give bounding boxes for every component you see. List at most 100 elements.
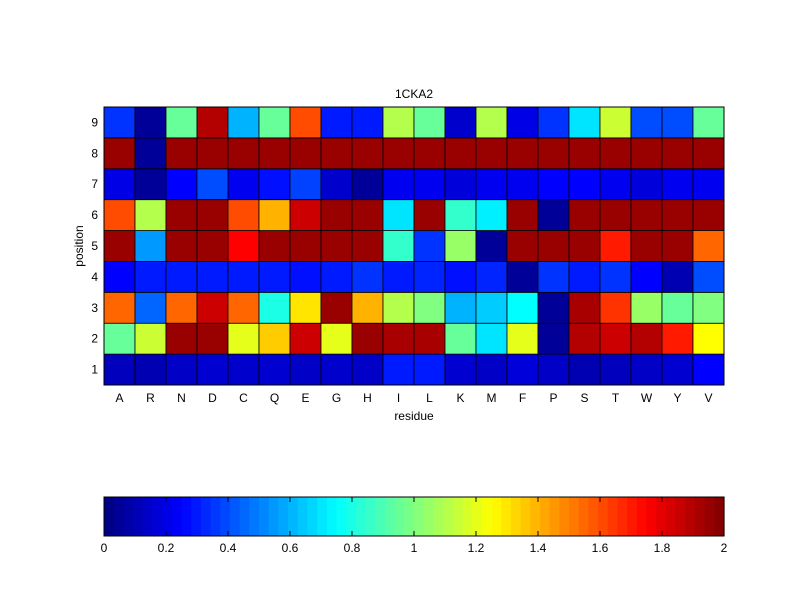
heatmap-cell [165, 322, 198, 355]
colorbar-segment [636, 497, 648, 536]
heatmap-cell [661, 230, 694, 262]
heatmap-cell [382, 106, 415, 139]
colorbar-segment [452, 497, 464, 536]
heatmap-cell [506, 137, 539, 170]
heatmap-cell [537, 230, 570, 262]
heatmap-cell [413, 168, 446, 201]
heatmap-cell [165, 230, 198, 262]
heatmap-cell [320, 353, 353, 386]
heatmap-cell [506, 353, 539, 386]
heatmap-cell [506, 230, 539, 262]
colorbar-segment [588, 497, 599, 536]
colorbar-tick-label: 1.6 [592, 541, 609, 555]
heatmap-cell [630, 322, 663, 355]
colorbar-segment [472, 497, 483, 536]
colorbar-segment [288, 497, 299, 536]
y-tick-label: 6 [91, 208, 98, 222]
heatmap-cell [258, 322, 291, 355]
heatmap-cell [103, 168, 136, 201]
heatmap-cell [568, 106, 601, 139]
x-tick-label: M [487, 391, 497, 405]
heatmap-cell [692, 168, 725, 201]
heatmap-cell [568, 322, 601, 355]
colorbar-segment [249, 497, 260, 536]
heatmap-cell [475, 168, 508, 201]
colorbar-tick-label: 2 [721, 541, 728, 555]
colorbar-segment [578, 497, 589, 536]
heatmap-cell [165, 199, 198, 231]
heatmap-cell [196, 168, 229, 201]
colorbar-segment [210, 497, 221, 536]
colorbar-segment [104, 497, 115, 536]
heatmap-cell [351, 353, 384, 386]
colorbar-segment [365, 497, 376, 536]
heatmap-cell [599, 106, 632, 139]
heatmap-cell [165, 137, 198, 170]
y-tick-label: 5 [91, 239, 98, 253]
x-tick-label: L [426, 391, 433, 405]
heatmap-cell [630, 230, 663, 262]
colorbar-tick-label: 0 [101, 541, 108, 555]
colorbar [104, 497, 725, 536]
x-tick-label: G [332, 391, 341, 405]
colorbar-segment [297, 497, 309, 536]
heatmap-cell [196, 137, 229, 170]
heatmap-cell [692, 291, 725, 324]
x-tick-label: Y [673, 391, 681, 405]
heatmap-cell [692, 322, 725, 355]
heatmap-cell [351, 230, 384, 262]
heatmap-cell [227, 322, 260, 355]
heatmap-cell [227, 199, 260, 231]
colorbar-segment [191, 497, 202, 536]
heatmap-cell [258, 230, 291, 262]
heatmap-cell [289, 230, 322, 262]
heatmap-cell [661, 199, 694, 231]
heatmap-cell [630, 168, 663, 201]
heatmap-cell [258, 199, 291, 231]
x-tick-label: C [239, 391, 248, 405]
heatmap-cell [134, 353, 167, 386]
heatmap-cell [258, 137, 291, 170]
colorbar-segment [704, 497, 715, 536]
heatmap-cell [599, 322, 632, 355]
heatmap-cell [444, 137, 477, 170]
heatmap-cell [320, 322, 353, 355]
x-tick-label: E [301, 391, 309, 405]
heatmap-cell [196, 353, 229, 386]
heatmap-cell [413, 137, 446, 170]
heatmap-cell [227, 291, 260, 324]
heatmap-cell [196, 106, 229, 139]
heatmap-cell [599, 230, 632, 262]
heatmap-cell [227, 106, 260, 139]
heatmap-cell [444, 168, 477, 201]
heatmap-cell [382, 322, 415, 355]
heatmap-cell [227, 137, 260, 170]
heatmap-cell [382, 199, 415, 231]
y-tick-label: 2 [91, 332, 98, 346]
heatmap-cell [134, 322, 167, 355]
heatmap-cell [444, 291, 477, 324]
heatmap-cell [475, 353, 508, 386]
heatmap-cell [506, 168, 539, 201]
heatmap-cell [537, 168, 570, 201]
colorbar-segment [200, 497, 212, 536]
colorbar-segment [433, 497, 444, 536]
heatmap-cell [537, 353, 570, 386]
heatmap-cell [537, 199, 570, 231]
colorbar-segment [404, 497, 415, 536]
heatmap-cell [413, 230, 446, 262]
heatmap-cell [692, 137, 725, 170]
x-tick-label: V [704, 391, 712, 405]
heatmap-cell [351, 261, 384, 293]
heatmap-cell [568, 168, 601, 201]
heatmap-cell [413, 353, 446, 386]
colorbar-tick-label: 1.4 [530, 541, 547, 555]
colorbar-segment [694, 497, 706, 536]
x-tick-label: P [549, 391, 557, 405]
colorbar-tick-label: 1 [411, 541, 418, 555]
heatmap-cell [599, 137, 632, 170]
x-tick-label: Q [270, 391, 279, 405]
heatmap-cell [475, 291, 508, 324]
heatmap-cell [165, 106, 198, 139]
heatmap-cell [692, 199, 725, 231]
